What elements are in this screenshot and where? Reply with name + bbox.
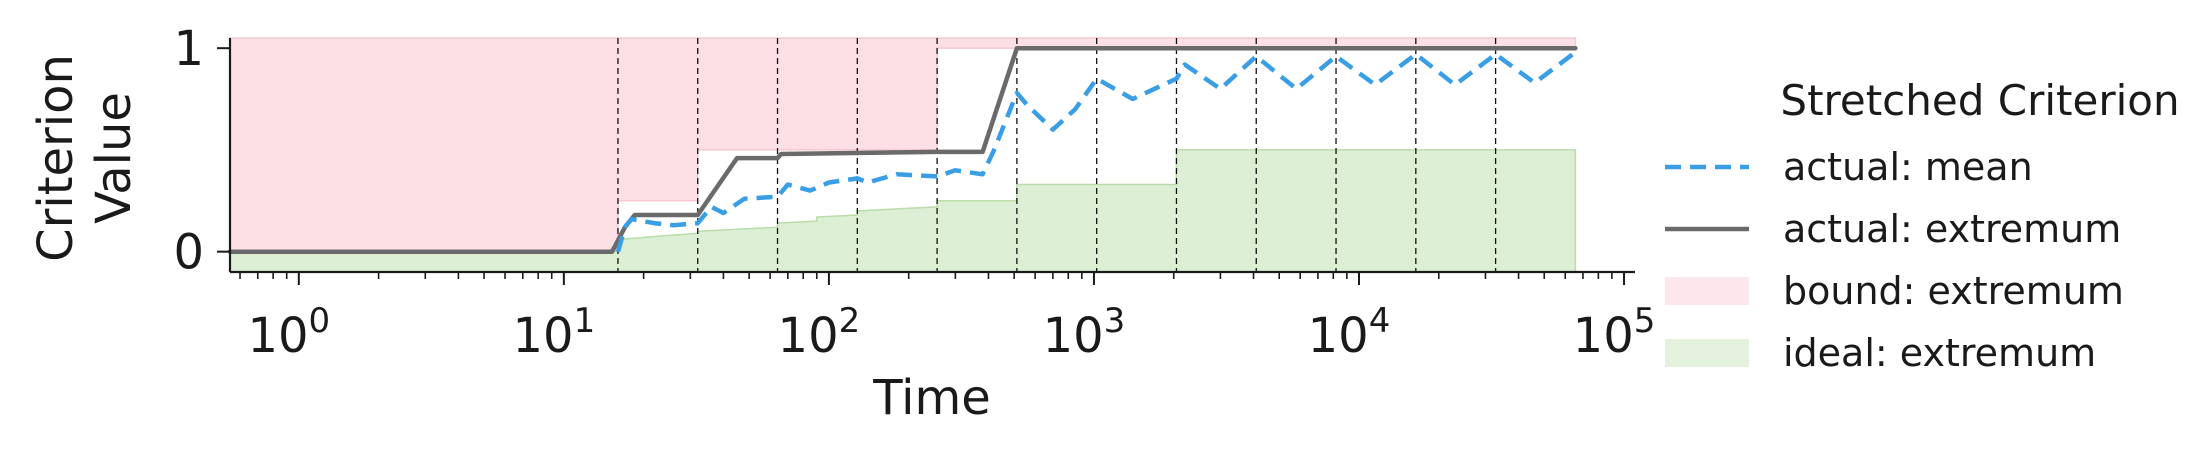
- legend-label: ideal: extremum: [1783, 331, 2096, 375]
- x-axis-label: Time: [872, 370, 990, 426]
- legend-label: actual: mean: [1783, 145, 2033, 189]
- legend-swatch: [1665, 339, 1749, 367]
- series-actual-mean: [615, 50, 1577, 253]
- legend-swatch: [1665, 277, 1749, 305]
- legend-label: bound: extremum: [1783, 269, 2124, 313]
- x-tick-label: 100: [247, 301, 330, 364]
- legend-title: Stretched Criterion: [1780, 76, 2179, 125]
- series-lines: [227, 45, 1578, 254]
- y-tick-label: 1: [173, 21, 204, 77]
- x-tick-label: 102: [778, 301, 861, 364]
- shaded-regions: [229, 37, 1577, 273]
- y-axis-label-line-1: Criterion: [28, 54, 84, 262]
- ideal-region: [229, 149, 1577, 273]
- x-tick-label: 103: [1043, 301, 1126, 364]
- vertical-markers: [617, 38, 1497, 272]
- legend: Stretched Criterion actual: mean actual: …: [1665, 76, 2180, 375]
- ticks: 100 101 102 103 104 105 0 1: [173, 21, 1655, 364]
- x-tick-label: 105: [1573, 301, 1656, 364]
- y-tick-label: 0: [173, 225, 204, 281]
- legend-label: actual: extremum: [1783, 207, 2121, 251]
- axes: [228, 38, 1635, 274]
- series-actual-extremum: [227, 45, 1578, 254]
- x-tick-label: 101: [512, 301, 595, 364]
- y-axis-label-line-2: Value: [86, 92, 142, 224]
- x-tick-label: 104: [1308, 301, 1391, 364]
